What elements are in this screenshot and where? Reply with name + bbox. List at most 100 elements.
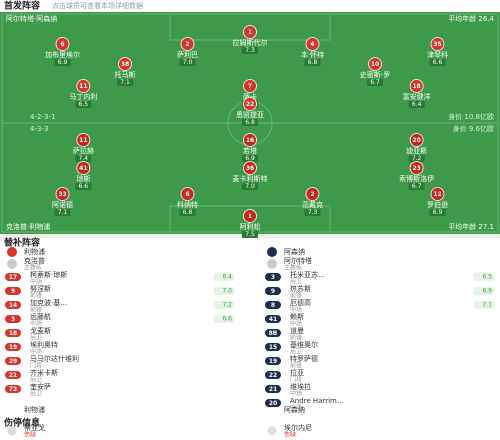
player-badge[interactable]	[368, 57, 382, 71]
sub-name: 基维奥尔	[290, 340, 318, 349]
player-rating: 6.6	[79, 183, 89, 190]
player-badge[interactable]	[409, 79, 424, 93]
rating-bg	[242, 183, 258, 190]
player-badge[interactable]	[180, 187, 195, 201]
player-badge[interactable]	[430, 187, 445, 201]
player-badge[interactable]	[55, 187, 70, 201]
sub-rating-bg	[214, 301, 234, 309]
subs-title: 替补阵容	[4, 237, 40, 249]
player-badge[interactable]	[243, 79, 257, 93]
sub-number: 17	[9, 274, 17, 281]
sub-number-bg[interactable]	[265, 273, 281, 281]
home-info: 平均年龄 27.1	[448, 222, 494, 231]
sub-name: 厄德高	[290, 298, 311, 307]
sub-number: 3	[11, 316, 15, 323]
sub-position: 前锋	[290, 334, 302, 342]
sub-name: 加克波·基…	[30, 298, 67, 307]
player-rating: 7.5	[245, 231, 255, 238]
player-badge[interactable]	[305, 37, 320, 51]
sub-number-bg[interactable]	[5, 343, 21, 351]
player-name: 史密斯-罗	[360, 70, 391, 79]
sub-name: 道曼	[290, 326, 304, 335]
sub-number-bg[interactable]	[5, 329, 21, 337]
rating-bg	[242, 155, 258, 162]
player-badge[interactable]	[118, 57, 132, 71]
sub-number-bg[interactable]	[5, 287, 21, 295]
coach-role: 主教练	[24, 264, 42, 272]
player-name: 琼斯	[76, 174, 90, 183]
team-logo	[267, 247, 277, 257]
sub-position: 中场	[30, 348, 42, 356]
player-badge[interactable]	[430, 37, 445, 51]
player-rating: 7.1	[120, 79, 130, 86]
sub-number-bg[interactable]	[265, 371, 281, 379]
injury-name: 蒂亚戈	[24, 423, 45, 432]
rating-bg	[75, 101, 92, 108]
player-name: 迪亚斯	[406, 146, 427, 155]
player-number: 6	[60, 41, 64, 48]
sub-number-bg[interactable]	[5, 385, 21, 393]
injury-name: 埃尔内尼	[284, 423, 312, 432]
sub-name: 戈麦斯	[30, 326, 51, 335]
sub-number: 9	[271, 288, 275, 295]
player-rating: 6.7	[412, 183, 422, 190]
rating-bg	[179, 59, 196, 66]
rating-bg	[408, 183, 425, 190]
sub-number-bg[interactable]	[5, 301, 21, 309]
player-rating: 6.8	[245, 119, 255, 126]
sub-rating: 6.5	[482, 274, 492, 281]
team-name: 利物浦	[24, 247, 45, 256]
sub-rating: 6.4	[222, 274, 232, 281]
player-badge[interactable]	[76, 161, 91, 175]
sub-position: 前锋	[30, 306, 42, 314]
rating-bg	[179, 209, 196, 216]
sub-number-bg[interactable]	[265, 301, 281, 309]
sub-position: 前锋	[290, 362, 302, 370]
sub-number: 22	[269, 372, 277, 379]
rating-bg	[304, 59, 321, 66]
rating-bg	[75, 183, 92, 190]
player-badge[interactable]	[243, 161, 257, 175]
player-badge[interactable]	[243, 209, 257, 223]
player-name: 萨拉赫	[73, 146, 94, 155]
sub-number: 19	[9, 344, 17, 351]
sub-number-bg[interactable]	[5, 357, 21, 365]
player-rating: 7.1	[58, 209, 68, 216]
player-badge[interactable]	[243, 133, 257, 147]
player-badge[interactable]	[409, 161, 424, 175]
player-badge[interactable]	[409, 133, 424, 147]
sub-number-bg[interactable]	[265, 329, 281, 337]
sub-position: 门将	[30, 362, 42, 370]
player-name: 范戴克	[302, 200, 323, 209]
sub-number-bg[interactable]	[5, 371, 21, 379]
sub-rating: 7.0	[222, 288, 232, 295]
sub-number-bg[interactable]	[265, 399, 281, 407]
sub-number-bg[interactable]	[265, 287, 281, 295]
player-badge[interactable]	[180, 37, 195, 51]
player-number: 23	[412, 165, 420, 172]
sub-number-bg[interactable]	[5, 273, 21, 281]
sub-number-bg[interactable]	[265, 385, 281, 393]
sub-number: 9	[11, 288, 15, 295]
sub-name: 特罗萨德	[290, 354, 318, 363]
player-rating: 6.7	[370, 79, 380, 86]
player-rating: 7.0	[245, 183, 255, 190]
player-name: 阿诺德	[52, 200, 73, 209]
player-badge[interactable]	[76, 79, 91, 93]
sub-rating-bg	[214, 315, 234, 323]
player-badge[interactable]	[243, 25, 257, 39]
sub-position: 中场	[30, 320, 42, 328]
player-badge[interactable]	[305, 187, 320, 201]
player-number: 2	[310, 191, 314, 198]
player-badge[interactable]	[55, 37, 70, 51]
sub-number: 41	[269, 316, 277, 323]
sub-number-bg[interactable]	[265, 315, 281, 323]
rating-bg	[242, 119, 258, 126]
sub-number-bg[interactable]	[265, 343, 281, 351]
sub-rating-bg	[214, 287, 234, 295]
sub-number-bg[interactable]	[5, 315, 21, 323]
player-badge[interactable]	[76, 133, 91, 147]
sub-number-bg[interactable]	[265, 357, 281, 365]
player-badge[interactable]	[243, 97, 257, 111]
